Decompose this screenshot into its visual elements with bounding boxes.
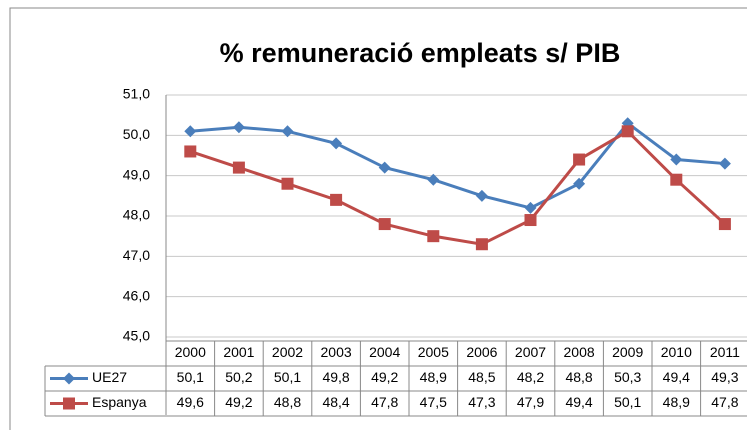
marker <box>475 238 488 251</box>
marker <box>232 161 245 174</box>
marker <box>670 173 683 186</box>
marker <box>573 153 586 166</box>
marker <box>281 125 294 138</box>
marker <box>718 157 731 170</box>
x-tick-label: 2004 <box>369 344 400 360</box>
marker <box>330 193 343 206</box>
marker <box>281 177 294 190</box>
x-tick-label: 2003 <box>321 344 352 360</box>
table-value: 49,4 <box>663 369 690 385</box>
marker <box>427 230 440 243</box>
table-value: 47,8 <box>711 394 738 410</box>
table-value: 48,2 <box>517 369 544 385</box>
table-value: 49,8 <box>322 369 349 385</box>
x-tick-label: 2006 <box>466 344 497 360</box>
x-tick-label: 2009 <box>612 344 643 360</box>
marker <box>670 153 683 166</box>
x-tick-label: 2001 <box>223 344 254 360</box>
table-value: 48,9 <box>663 394 690 410</box>
x-tick-label: 2008 <box>564 344 595 360</box>
marker <box>63 397 75 410</box>
table-value: 50,1 <box>177 369 204 385</box>
y-tick-label: 47,0 <box>123 247 150 263</box>
table-value: 48,8 <box>565 369 592 385</box>
table-value: 50,2 <box>225 369 252 385</box>
table-value: 50,1 <box>274 369 301 385</box>
legend-label: Espanya <box>92 394 147 410</box>
table-value: 47,8 <box>371 394 398 410</box>
marker <box>475 189 488 202</box>
marker <box>378 161 391 174</box>
marker <box>330 137 343 150</box>
marker <box>184 125 197 138</box>
legend-label: UE27 <box>92 369 127 385</box>
x-tick-label: 2000 <box>175 344 206 360</box>
series-line <box>190 121 726 210</box>
marker <box>524 214 537 227</box>
table-value: 47,9 <box>517 394 544 410</box>
table-value: 49,6 <box>177 394 204 410</box>
x-tick-label: 2007 <box>515 344 546 360</box>
table-value: 49,4 <box>565 394 592 410</box>
table-value: 47,5 <box>420 394 447 410</box>
table-value: 48,5 <box>468 369 495 385</box>
marker <box>184 145 197 158</box>
table-value: 49,2 <box>371 369 398 385</box>
x-tick-label: 2002 <box>272 344 303 360</box>
marker <box>63 372 75 385</box>
table-value: 48,4 <box>322 394 349 410</box>
y-tick-label: 49,0 <box>123 166 150 182</box>
x-tick-label: 2011 <box>710 344 740 360</box>
y-tick-label: 46,0 <box>123 287 150 303</box>
marker <box>232 121 245 134</box>
marker <box>621 125 634 138</box>
marker <box>378 218 391 231</box>
marker <box>621 117 634 130</box>
y-tick-label: 51,0 <box>123 86 150 102</box>
chart-border <box>9 7 747 430</box>
marker <box>573 177 586 190</box>
table-value: 50,1 <box>614 394 641 410</box>
chart-title: % remuneració empleats s/ PIB <box>220 38 621 68</box>
table-value: 47,3 <box>468 394 495 410</box>
table-value: 50,3 <box>614 369 641 385</box>
table-value: 48,9 <box>420 369 447 385</box>
marker <box>524 201 537 214</box>
y-tick-label: 45,0 <box>123 328 150 344</box>
marker <box>718 218 731 231</box>
marker <box>427 173 440 186</box>
table-value: 48,8 <box>274 394 301 410</box>
table-value: 49,2 <box>225 394 252 410</box>
y-tick-label: 50,0 <box>123 126 150 142</box>
table-value: 49,3 <box>711 369 738 385</box>
y-tick-label: 48,0 <box>123 207 150 223</box>
x-tick-label: 2005 <box>418 344 449 360</box>
x-tick-label: 2010 <box>661 344 692 360</box>
series-line <box>189 129 726 246</box>
